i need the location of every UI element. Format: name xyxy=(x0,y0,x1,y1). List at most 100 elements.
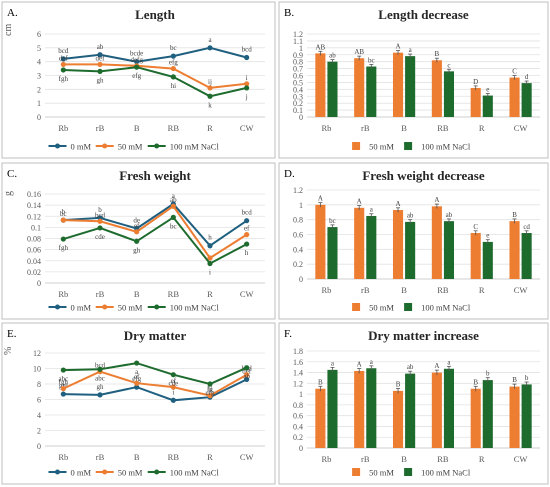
chart-title: Dry matter xyxy=(124,328,187,343)
data-point xyxy=(60,391,66,397)
y-tick-label: 0.12 xyxy=(27,212,41,221)
y-tick-label: 0.9 xyxy=(293,51,303,60)
significance-label: B xyxy=(512,211,517,219)
chart-title: Length xyxy=(135,7,176,22)
panel-letter: A. xyxy=(7,7,18,19)
chart-title: Length decrease xyxy=(378,7,469,22)
significance-label: i xyxy=(209,269,211,277)
significance-label: h xyxy=(245,249,249,257)
significance-label: a xyxy=(370,358,374,366)
data-point xyxy=(97,366,103,372)
y-tick-label: 0.3 xyxy=(293,92,303,101)
data-point xyxy=(134,384,140,390)
data-point xyxy=(207,45,213,51)
bar xyxy=(470,233,481,279)
x-tick-label: CW xyxy=(240,123,254,133)
bar xyxy=(366,66,377,117)
legend-label: 50 mM xyxy=(369,468,394,478)
y-tick-label: 0.4 xyxy=(293,245,303,254)
legend-label: 50 mM xyxy=(118,142,143,152)
significance-label: i xyxy=(172,388,174,396)
x-tick-label: RB xyxy=(437,285,449,295)
x-tick-label: B xyxy=(401,123,407,133)
data-point xyxy=(134,59,140,65)
significance-label: bcd xyxy=(58,47,69,55)
y-tick-label: 0.06 xyxy=(27,246,41,255)
data-point xyxy=(244,232,250,238)
y-tick-label: 1.4 xyxy=(293,369,303,378)
panel-border xyxy=(1,322,276,485)
x-tick-label: CW xyxy=(514,123,528,133)
significance-label: A xyxy=(357,361,362,369)
bar xyxy=(443,71,455,117)
significance-label: efg xyxy=(132,72,141,80)
y-tick-label: 1.1 xyxy=(293,37,303,46)
bar xyxy=(392,52,404,117)
significance-label: B xyxy=(435,50,440,58)
x-tick-label: RB xyxy=(168,123,180,133)
chart-panel-5: E.Dry matter%024681012RbrBBRBRCWghighefg… xyxy=(1,322,276,485)
significance-label: ef xyxy=(244,225,250,233)
data-point xyxy=(60,61,66,68)
x-tick-label: CW xyxy=(514,285,528,295)
x-tick-label: rB xyxy=(96,123,105,133)
y-tick-label: 2 xyxy=(37,427,41,436)
y-tick-label: 0.2 xyxy=(293,433,303,442)
y-tick-label: 1.8 xyxy=(293,347,303,356)
significance-label: ab xyxy=(329,52,336,60)
significance-label: i xyxy=(246,74,248,82)
significance-label: ab xyxy=(407,212,414,220)
significance-label: bc xyxy=(368,56,375,64)
significance-label: def xyxy=(96,54,106,62)
data-point xyxy=(170,384,176,390)
data-point xyxy=(170,372,176,378)
data-point xyxy=(207,260,213,267)
data-point xyxy=(60,217,66,223)
y-tick-label: 0.8 xyxy=(293,401,303,410)
y-tick-label: 1.2 xyxy=(293,30,303,39)
data-point xyxy=(244,218,250,224)
significance-label: gh xyxy=(97,76,105,84)
significance-label: ij xyxy=(208,78,212,86)
bar xyxy=(521,384,532,448)
significance-label: a xyxy=(135,368,139,376)
legend-label: 50 mM xyxy=(369,303,394,313)
significance-label: ef xyxy=(134,222,140,230)
bar xyxy=(366,368,377,448)
bar xyxy=(443,368,455,448)
bar xyxy=(470,87,481,117)
bar xyxy=(521,233,532,279)
significance-label: fgh xyxy=(59,75,69,83)
y-tick-label: 4 xyxy=(37,411,41,420)
x-tick-label: rB xyxy=(361,123,370,133)
data-point xyxy=(60,367,66,373)
panel-letter: C. xyxy=(7,168,17,180)
bar xyxy=(354,58,365,117)
x-tick-label: Rb xyxy=(58,123,68,133)
bar xyxy=(366,215,377,279)
series-line xyxy=(63,378,248,402)
significance-label: abc xyxy=(95,374,105,382)
bar xyxy=(509,386,520,448)
significance-label: ab xyxy=(97,43,104,51)
legend-swatch xyxy=(352,468,361,476)
y-tick-label: 1 xyxy=(37,99,41,108)
y-tick-label: 0.8 xyxy=(293,216,303,225)
y-unit-label: g xyxy=(3,191,14,196)
significance-label: def xyxy=(59,54,69,62)
series-line xyxy=(63,204,248,260)
significance-label: A xyxy=(396,200,401,208)
y-tick-label: 0.1 xyxy=(31,223,41,232)
data-point xyxy=(60,67,66,73)
legend-label: 0 mM xyxy=(71,468,92,478)
y-tick-label: 0.02 xyxy=(27,268,41,277)
y-tick-label: 0.04 xyxy=(27,257,41,266)
significance-label: A xyxy=(434,362,439,370)
significance-label: ef xyxy=(171,377,177,385)
data-point xyxy=(134,64,140,70)
significance-label: efg xyxy=(169,59,178,67)
data-point xyxy=(170,53,176,59)
data-point xyxy=(244,376,250,382)
significance-label: bcd xyxy=(242,209,253,217)
x-tick-label: B xyxy=(134,123,140,133)
